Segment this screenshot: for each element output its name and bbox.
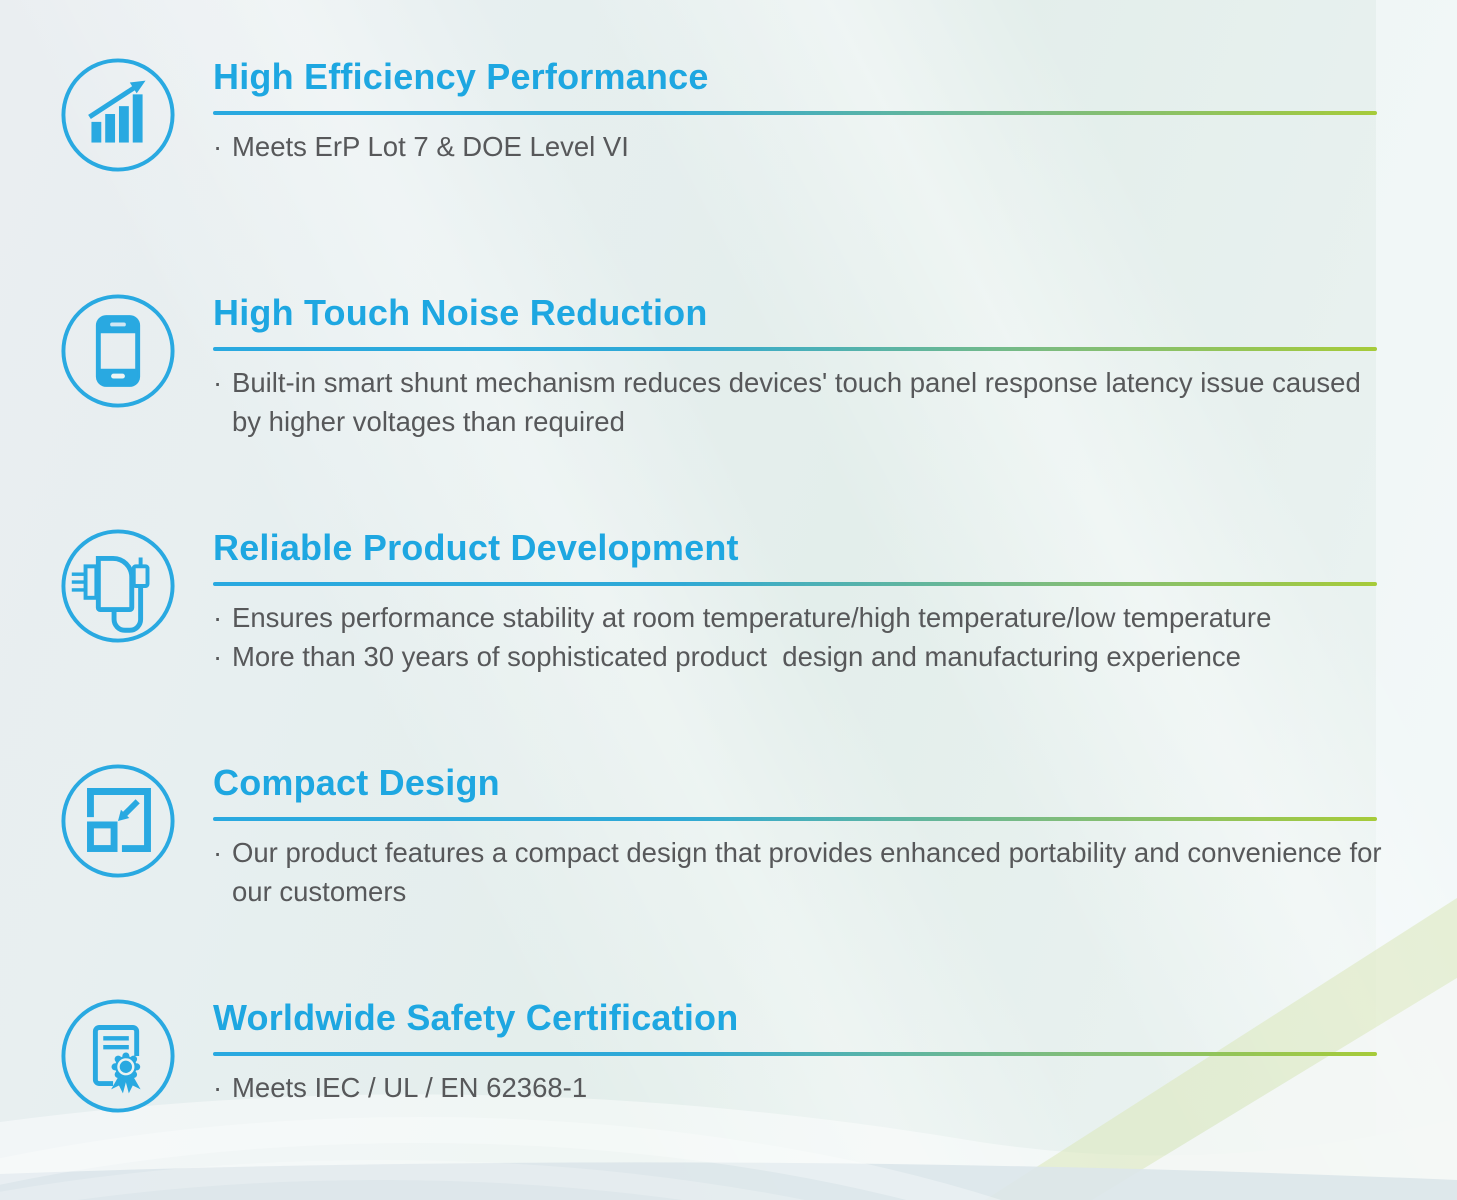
title-underline — [213, 582, 1377, 586]
bullet-text: Meets ErP Lot 7 & DOE Level VI — [232, 131, 629, 162]
bullet-text: Meets IEC / UL / EN 62368-1 — [232, 1072, 588, 1103]
feature-title: High Efficiency Performance — [213, 56, 709, 97]
smartphone-icon — [59, 292, 177, 410]
compact-shrink-icon — [59, 762, 177, 880]
certificate-icon — [59, 997, 177, 1115]
feature-title: Compact Design — [213, 762, 500, 803]
bullet-dot: · — [213, 640, 223, 672]
feature-title: Reliable Product Development — [213, 527, 739, 568]
bullet-item: · Ensures performance stability at room … — [213, 599, 1383, 638]
bar-chart-growth-icon — [59, 56, 177, 174]
bullet-text: Ensures performance stability at room te… — [232, 602, 1272, 633]
title-underline — [213, 347, 1377, 351]
feature-title: High Touch Noise Reduction — [213, 292, 708, 333]
power-adapter-icon — [59, 527, 177, 645]
bullet-dot: · — [213, 131, 223, 162]
bullet-item: · Meets IEC / UL / EN 62368-1 — [213, 1069, 1383, 1108]
bullet-dot: · — [213, 602, 223, 633]
bullet-dot: · — [213, 837, 223, 868]
bullet-item: · More than 30 years of sophisticated pr… — [213, 638, 1383, 677]
feature-title: Worldwide Safety Certification — [213, 997, 739, 1038]
bullet-item: · Meets ErP Lot 7 & DOE Level VI — [213, 128, 1383, 167]
bullet-item: · Our product features a compact design … — [213, 834, 1383, 911]
title-underline — [213, 111, 1377, 115]
bullet-text: Built-in smart shunt mechanism reduces d… — [232, 367, 1369, 437]
title-underline — [213, 817, 1377, 821]
title-underline — [213, 1052, 1377, 1056]
bullet-dot: · — [213, 367, 223, 398]
bullet-dot: · — [213, 1072, 223, 1103]
bullet-text: More than 30 years of sophisticated prod… — [232, 640, 1241, 672]
background-right-strip — [1376, 0, 1457, 1200]
bullet-item: · Built-in smart shunt mechanism reduces… — [213, 364, 1383, 441]
bullet-text: Our product features a compact design th… — [232, 837, 1390, 907]
